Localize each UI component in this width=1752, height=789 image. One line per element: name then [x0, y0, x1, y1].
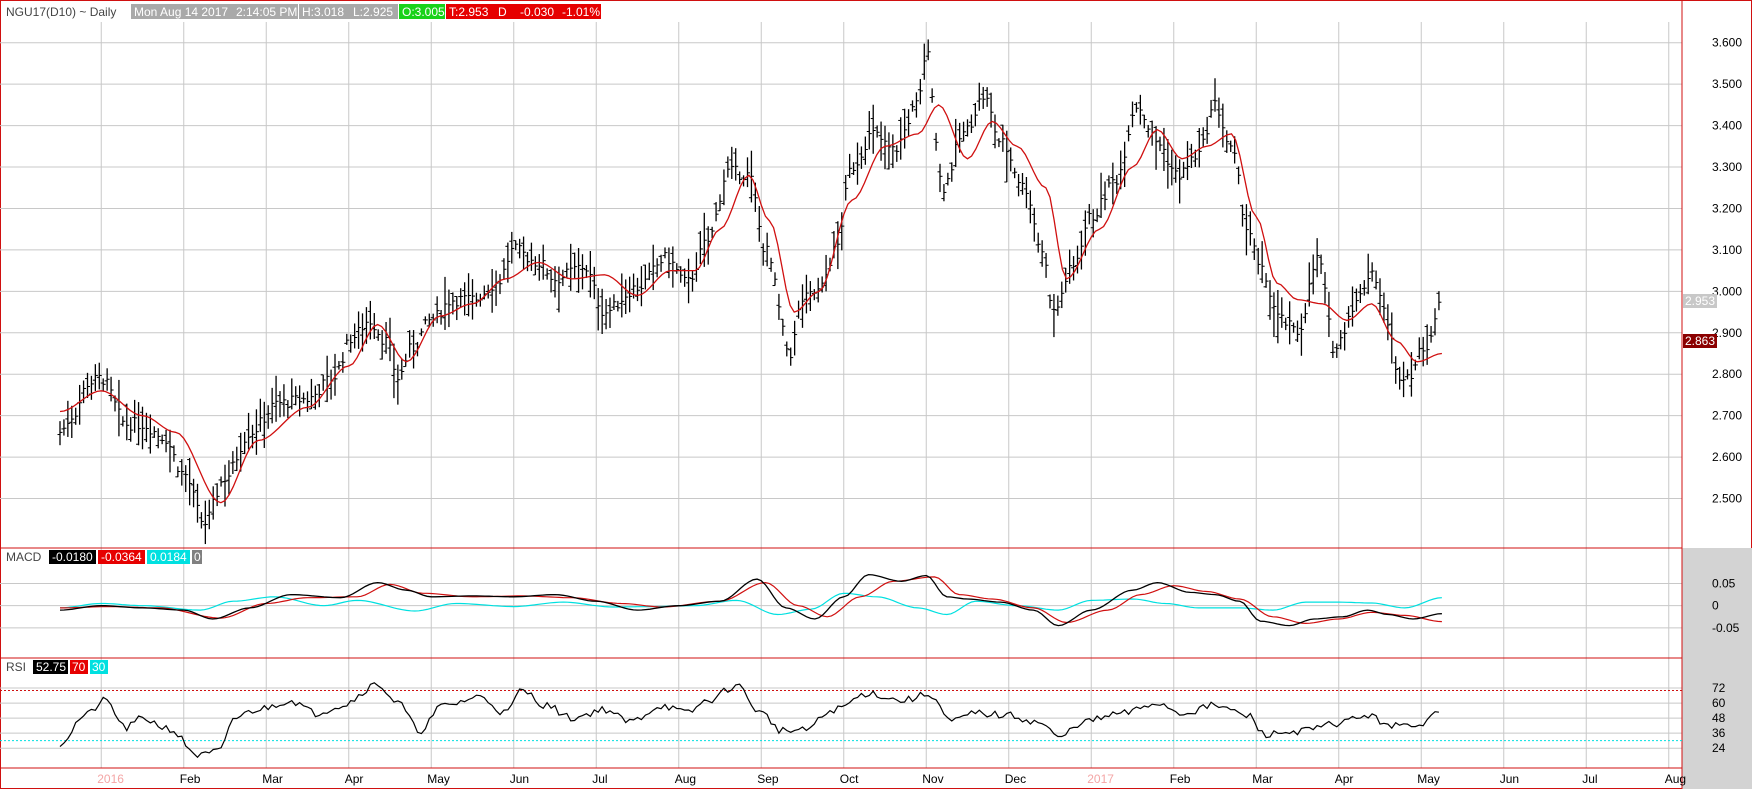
- month-tick-label: Aug: [1665, 772, 1686, 786]
- ma-value-flag: 2.863: [1683, 334, 1717, 348]
- macd-zero-value: 0: [194, 550, 201, 564]
- macd-signal-value: -0.0364: [101, 550, 142, 564]
- month-tick-label: Mar: [262, 772, 283, 786]
- price-tick-label: 2.700: [1712, 409, 1742, 423]
- moving-average-line: [59, 104, 1442, 504]
- month-tick-label: 2016: [97, 772, 124, 786]
- price-bars: [57, 39, 1442, 545]
- rsi-line: [59, 682, 1439, 759]
- symbol-label: NGU17(D10) ~ Daily: [6, 5, 116, 19]
- header-change: -0.030: [520, 5, 554, 19]
- header-flag: D: [498, 5, 507, 19]
- rsi-value: 52.75: [36, 660, 66, 674]
- price-tick-label: 2.900: [1712, 326, 1742, 340]
- rsi-tick-label: 72: [1712, 681, 1726, 695]
- price-tick-label: 3.200: [1712, 201, 1742, 215]
- last-price-label: 2.953: [1685, 294, 1715, 308]
- header-pct: -1.01%: [562, 5, 600, 19]
- macd-tick-label: 0.05: [1712, 577, 1736, 591]
- month-tick-label: Oct: [840, 772, 859, 786]
- rsi-label: RSI: [6, 660, 26, 674]
- macd-signal-line: [60, 576, 1442, 625]
- last-price-flag: 2.953: [1683, 294, 1717, 308]
- macd-histogram-line: [59, 592, 1442, 616]
- header-time: 2:14:05 PM: [236, 5, 297, 19]
- header-low: L:2.925: [353, 5, 393, 19]
- price-tick-label: 3.300: [1712, 160, 1742, 174]
- macd-hist-value: 0.0184: [150, 550, 187, 564]
- macd-legend: MACD -0.0180 -0.0364 0.0184 0: [6, 550, 202, 564]
- price-tick-label: 2.500: [1712, 492, 1742, 506]
- month-tick-label: Jul: [1582, 772, 1597, 786]
- price-tick-label: 3.000: [1712, 284, 1742, 298]
- macd-tick-label: 0: [1712, 599, 1719, 613]
- macd-tick-label: -0.05: [1712, 621, 1740, 635]
- month-tick-label: Sep: [757, 772, 779, 786]
- rsi-oversold-value: 30: [92, 660, 106, 674]
- macd-axis-ticks: 0.05 0 -0.05: [1712, 577, 1740, 635]
- month-tick-label: 2017: [1087, 772, 1114, 786]
- rsi-tick-label: 48: [1712, 711, 1726, 725]
- rsi-tick-label: 24: [1712, 741, 1726, 755]
- price-tick-label: 3.600: [1712, 36, 1742, 50]
- chart-header: NGU17(D10) ~ Daily Mon Aug 14 2017 2:14:…: [6, 4, 601, 19]
- price-tick-label: 2.600: [1712, 450, 1742, 464]
- month-tick-label: Jun: [1500, 772, 1519, 786]
- price-tick-label: 2.800: [1712, 367, 1742, 381]
- lower-axis-background: [1682, 548, 1752, 768]
- rsi-legend: RSI 52.75 70 30: [6, 660, 108, 674]
- header-date: Mon Aug 14 2017: [134, 5, 228, 19]
- price-axis-ticks: 3.600 3.500 3.400 3.300 3.200 3.100 3.000 2.900…: [1712, 36, 1742, 506]
- month-tick-label: Nov: [922, 772, 943, 786]
- month-tick-label: Feb: [180, 772, 201, 786]
- grid-lines: [0, 22, 1682, 768]
- rsi-overbought-value: 70: [72, 660, 86, 674]
- month-axis-ticks: 2016 Feb Mar Apr May Jun Jul Aug Sep Oct Nov Dec 201…: [97, 772, 1686, 786]
- corner-box: [1682, 768, 1752, 789]
- month-tick-label: May: [427, 772, 450, 786]
- rsi-tick-label: 60: [1712, 696, 1726, 710]
- month-tick-label: Feb: [1170, 772, 1191, 786]
- header-open: O:3.005: [402, 5, 445, 19]
- macd-label: MACD: [6, 550, 42, 564]
- month-tick-label: Apr: [345, 772, 364, 786]
- rsi-tick-label: 36: [1712, 726, 1726, 740]
- price-tick-label: 3.400: [1712, 119, 1742, 133]
- month-tick-label: Jun: [510, 772, 529, 786]
- month-tick-label: Aug: [675, 772, 696, 786]
- month-tick-label: Jul: [592, 772, 607, 786]
- macd-value: -0.0180: [52, 550, 93, 564]
- price-tick-label: 3.500: [1712, 77, 1742, 91]
- month-tick-label: Dec: [1005, 772, 1026, 786]
- header-last: T:2.953: [449, 5, 489, 19]
- month-tick-label: May: [1417, 772, 1440, 786]
- macd-line: [59, 573, 1442, 627]
- month-tick-label: Apr: [1335, 772, 1354, 786]
- price-tick-label: 3.100: [1712, 243, 1742, 257]
- month-tick-label: Mar: [1252, 772, 1273, 786]
- ma-value-label: 2.863: [1685, 334, 1715, 348]
- header-high: H:3.018: [302, 5, 344, 19]
